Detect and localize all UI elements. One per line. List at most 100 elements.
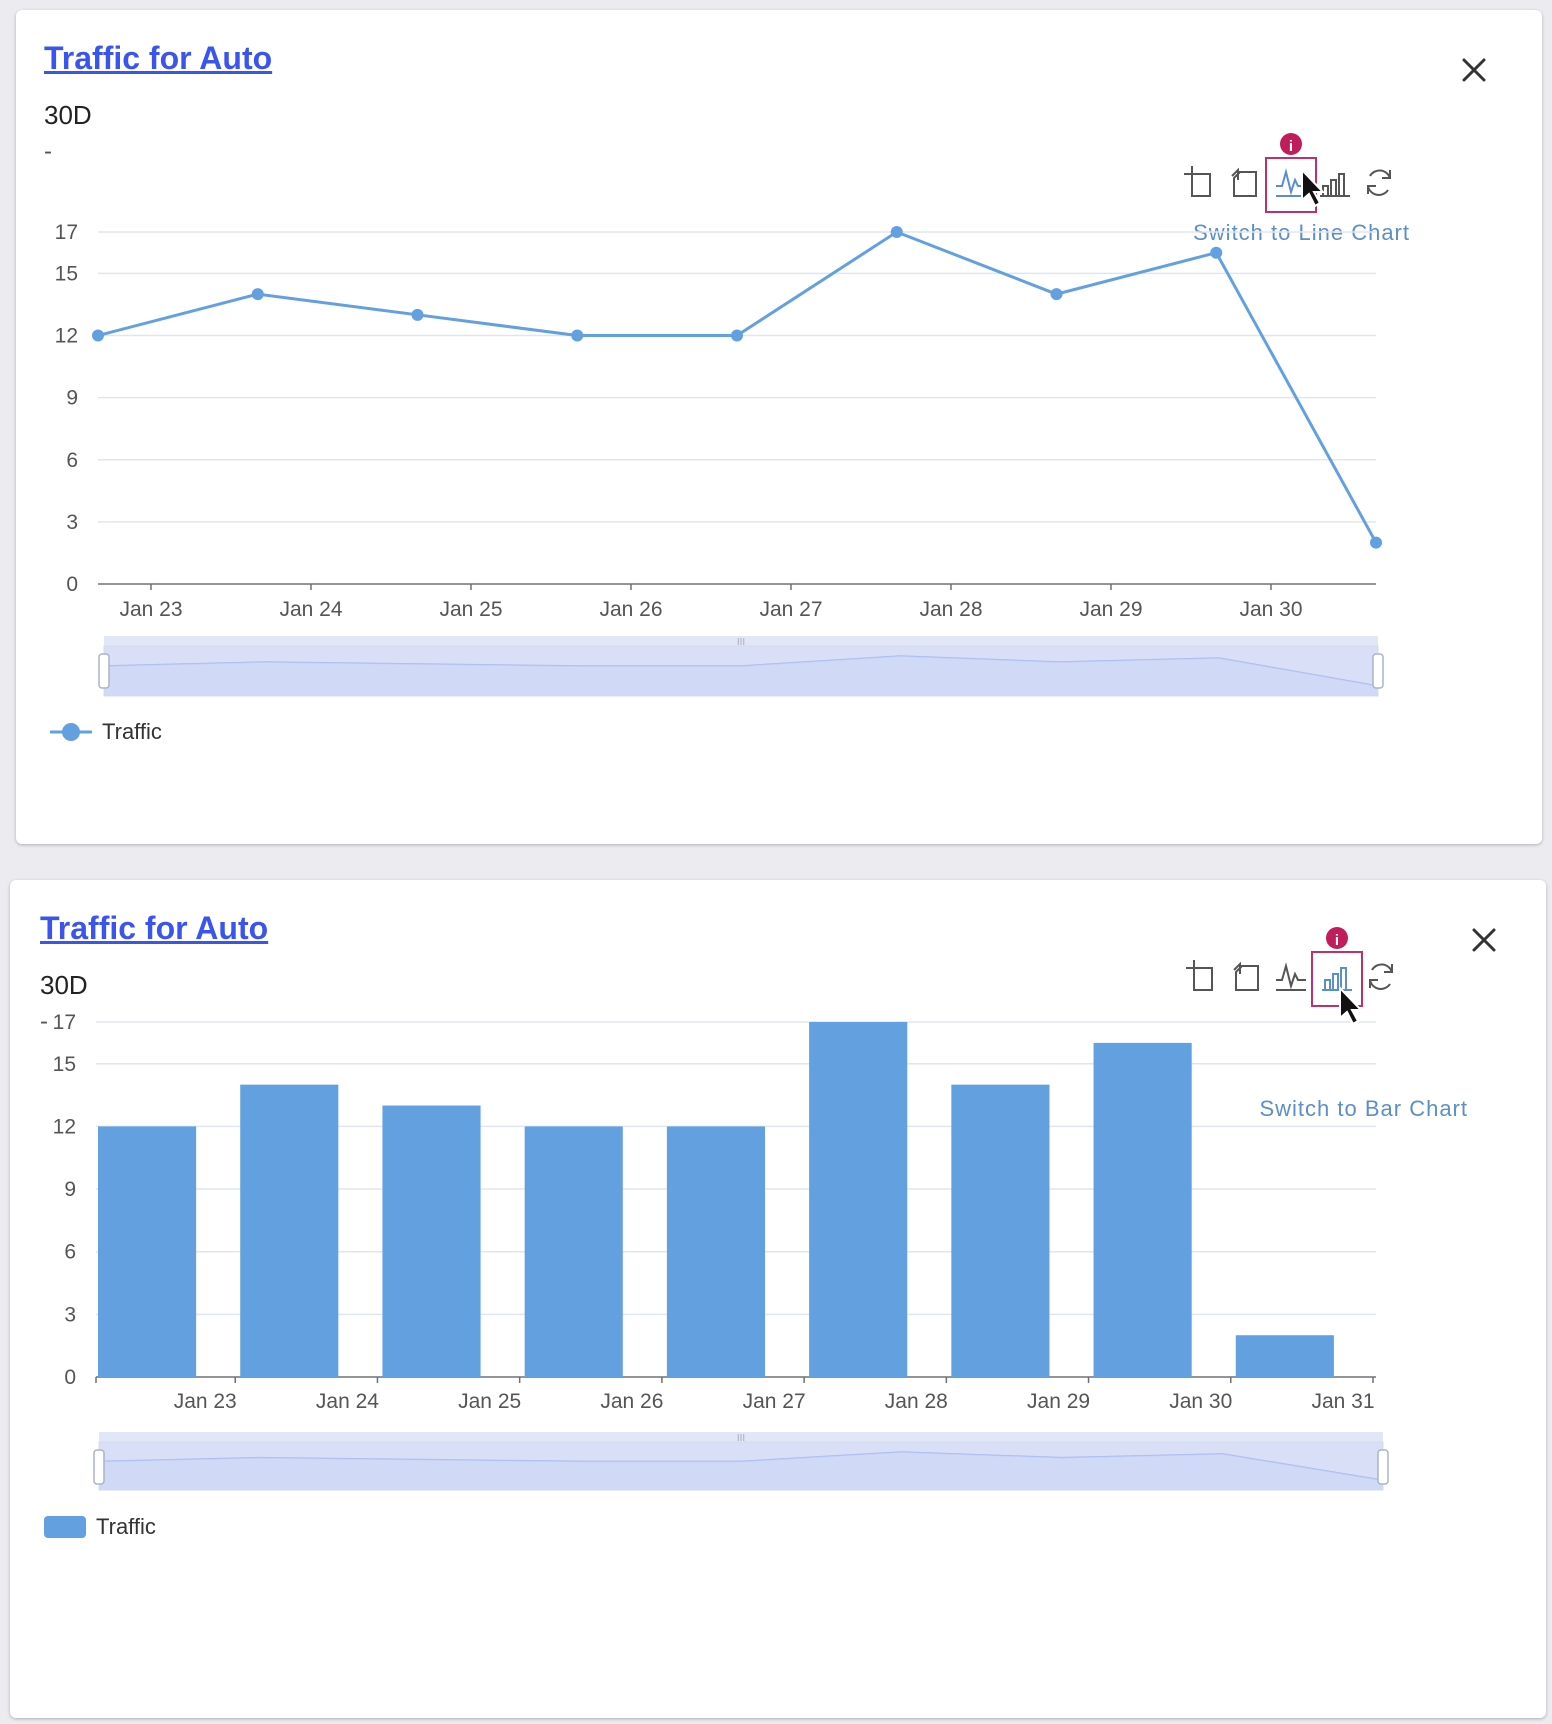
toolbar-tooltip: Switch to Bar Chart	[1259, 1096, 1468, 1121]
data-point[interactable]	[1370, 536, 1382, 549]
chart-card-line: Traffic for Auto 30D - i Switch to Line …	[16, 10, 1542, 844]
info-icon-glyph: i	[1289, 138, 1293, 155]
grid-lines: 0 3 6 9 12 15 17	[55, 221, 1376, 596]
data-point[interactable]	[411, 308, 424, 321]
chart-title-link[interactable]: Traffic for Auto	[44, 40, 273, 76]
zoom-reset-icon[interactable]	[1231, 167, 1257, 197]
x-tick-label: Jan 23	[119, 598, 182, 621]
data-point[interactable]	[1050, 288, 1063, 301]
slider-move-handle[interactable]: III	[737, 1433, 745, 1444]
data-point[interactable]	[731, 329, 743, 342]
slider-handle[interactable]	[98, 653, 110, 689]
period-label: 30D	[44, 100, 92, 130]
data-point[interactable]	[251, 288, 264, 301]
datazoom-slider[interactable]: III	[93, 1432, 1389, 1491]
x-tick-label: Jan 29	[1027, 1390, 1090, 1413]
info-icon	[1280, 133, 1302, 155]
slider-handle[interactable]	[1372, 653, 1384, 689]
cursor-pointer	[1301, 167, 1326, 208]
datazoom-slider[interactable]: III	[98, 636, 1384, 697]
x-tick-label: Jan 24	[279, 598, 342, 621]
bar[interactable]	[524, 1126, 623, 1377]
cursor-arrow-icon	[1339, 985, 1364, 1026]
subtext-label: -	[40, 1008, 48, 1035]
legend-label: Traffic	[102, 719, 162, 744]
bar[interactable]	[809, 1022, 908, 1377]
period-label: 30D	[40, 970, 88, 1000]
slider-top-bar	[104, 636, 1378, 646]
slider-preview-area	[99, 1452, 1383, 1490]
cursor-pointer	[1339, 985, 1364, 1026]
data-point[interactable]	[571, 329, 584, 342]
chart-toolbox: i	[1186, 927, 1393, 1007]
x-tick-label: Jan 25	[439, 598, 502, 621]
bar-chart-icon[interactable]	[1320, 173, 1350, 197]
data-point[interactable]	[1210, 246, 1223, 259]
info-icon	[1326, 927, 1348, 949]
zoom-icon[interactable]	[1186, 960, 1213, 991]
x-tick-label: Jan 30	[1169, 1390, 1232, 1413]
y-tick-label: 17	[55, 221, 78, 244]
x-tick-label: Jan 31	[1311, 1390, 1374, 1413]
x-tick-label: Jan 27	[743, 1390, 806, 1413]
bar[interactable]	[1093, 1042, 1192, 1377]
y-tick-label: 0	[64, 1366, 76, 1389]
y-tick-label: 3	[66, 511, 78, 534]
legend[interactable]: Traffic	[44, 1514, 156, 1539]
legend-marker	[62, 723, 80, 741]
x-tick-label: Jan 28	[919, 598, 982, 621]
y-tick-label: 9	[64, 1178, 76, 1201]
y-tick-label: 0	[66, 573, 78, 596]
data-point[interactable]	[890, 226, 903, 238]
x-tick-label: Jan 26	[599, 598, 662, 621]
data-point[interactable]	[92, 329, 104, 342]
x-tick-label: Jan 28	[885, 1390, 948, 1413]
bar[interactable]	[240, 1084, 339, 1377]
subtext-label: -	[44, 138, 52, 165]
y-tick-label: 12	[53, 1115, 76, 1138]
legend[interactable]: Traffic	[50, 719, 162, 744]
bar[interactable]	[1235, 1335, 1334, 1377]
x-tick-label: Jan 26	[600, 1390, 663, 1413]
slider-handle[interactable]	[1377, 1449, 1389, 1485]
y-tick-label: 9	[66, 387, 78, 410]
bar-chart-icon[interactable]	[1322, 967, 1352, 991]
y-tick-label: 15	[53, 1053, 76, 1076]
cursor-arrow-icon	[1301, 167, 1326, 208]
bar[interactable]	[382, 1105, 481, 1377]
y-tick-label: 6	[66, 449, 78, 472]
y-tick-label: 6	[64, 1241, 76, 1264]
restore-icon[interactable]	[1367, 169, 1391, 196]
highlight-box	[1311, 951, 1363, 1007]
bar[interactable]	[666, 1126, 766, 1377]
chart-toolbox: i	[1184, 133, 1391, 213]
legend-bar-swatch	[44, 1516, 86, 1538]
y-tick-label: 12	[55, 325, 78, 348]
chart-card-bar: Traffic for Auto 30D - i Switch to Bar C…	[10, 880, 1546, 1718]
x-tick-label: Jan 25	[458, 1390, 521, 1413]
close-icon[interactable]	[1466, 922, 1502, 958]
y-tick-label: 3	[64, 1303, 76, 1326]
legend-label: Traffic	[96, 1514, 156, 1539]
slider-handle[interactable]	[93, 1449, 105, 1485]
x-tick-label: Jan 27	[759, 598, 822, 621]
zoom-icon[interactable]	[1184, 166, 1211, 197]
bar[interactable]	[951, 1084, 1050, 1377]
plot-area: Jan 23 Jan 24 Jan 25 Jan 26 Jan 27 Jan 28 Jan …	[92, 226, 1382, 621]
info-icon-glyph: i	[1335, 932, 1339, 949]
line-chart-icon[interactable]	[1276, 962, 1306, 991]
slider-preview-area	[104, 656, 1378, 696]
plot-area: Jan 23 Jan 24 Jan 25 Jan 26 Jan 27 Jan 28 Jan …	[95, 1022, 1375, 1413]
slider-move-handle[interactable]: III	[737, 637, 745, 648]
slider-top-bar	[99, 1432, 1383, 1442]
close-icon[interactable]	[1456, 52, 1492, 88]
chart-title-link[interactable]: Traffic for Auto	[40, 910, 269, 946]
x-tick-label: Jan 23	[174, 1390, 237, 1413]
bar[interactable]	[98, 1126, 197, 1377]
zoom-reset-icon[interactable]	[1233, 961, 1259, 991]
y-tick-label: 15	[55, 262, 78, 285]
series-line-traffic	[97, 230, 1378, 544]
restore-icon[interactable]	[1369, 963, 1393, 990]
